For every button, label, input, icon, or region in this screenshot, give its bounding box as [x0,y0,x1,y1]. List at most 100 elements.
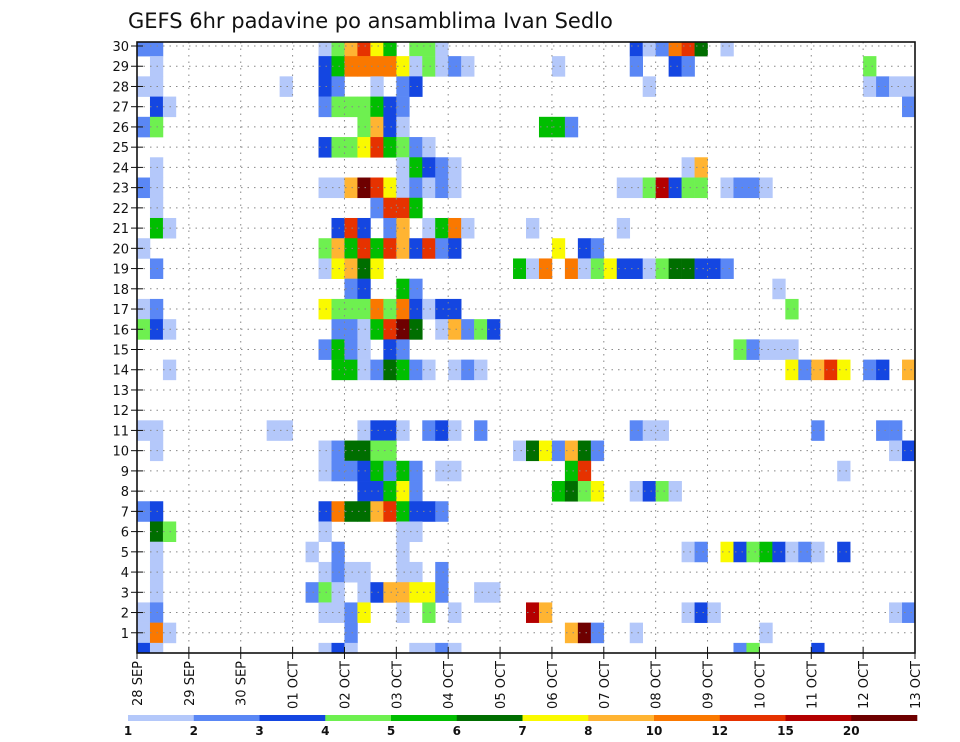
colorbar-label: 10 [646,724,663,738]
heatmap-cell [448,420,462,441]
colorbar-label: 4 [321,724,329,738]
heatmap-cell [772,339,786,360]
heatmap-cell [785,541,799,563]
x-tick-label: 01 OCT [287,661,302,709]
heatmap-cell [889,440,903,462]
heatmap-cell [681,157,695,178]
heatmap-cell [798,359,812,381]
heatmap-cell [474,420,488,441]
heatmap-cell [370,238,384,259]
heatmap-cell [824,359,838,381]
heatmap-cell [590,622,605,644]
y-tick-label: 7 [121,505,129,520]
heatmap-cell [318,298,332,320]
heatmap-cell [409,359,423,381]
heatmap-cell [694,541,708,563]
heatmap-cell [668,42,682,57]
heatmap-cell [318,460,332,482]
heatmap-cell [357,278,371,300]
heatmap-cell [357,177,371,199]
heatmap-cell [409,76,423,97]
heatmap-cell [396,582,410,603]
heatmap-cell [396,96,410,118]
heatmap-cell [902,440,915,462]
heatmap-cell [876,420,890,441]
heatmap-cell [396,137,410,158]
heatmap-cell [694,157,708,178]
colorbar-segment [391,715,458,721]
heatmap-cell [538,116,553,138]
heatmap-cell [396,602,410,623]
heatmap-cell [370,440,384,462]
heatmap-cell [344,96,358,118]
heatmap-cell [422,642,436,653]
heatmap-cell [902,76,915,97]
x-tick-label: 05 OCT [494,661,509,709]
y-tick-label: 6 [121,526,129,541]
heatmap-cell [474,359,488,381]
heatmap-cell [526,440,540,462]
heatmap-cell [526,217,540,239]
colorbar-segment [193,715,260,721]
heatmap-cell [409,177,423,199]
heatmap-cell [137,642,151,653]
heatmap-cell [746,177,760,199]
heatmap-cell [590,258,605,279]
heatmap-cell [448,460,462,482]
heatmap-cell [461,217,475,239]
x-tick-label: 03 OCT [390,661,405,709]
heatmap-cell [655,258,669,279]
heatmap-cell [616,177,631,199]
heatmap-cell [902,96,915,118]
heatmap-cell [668,177,682,199]
x-tick-label: 30 SEP [235,661,250,706]
heatmap-cell [448,157,462,178]
heatmap-cell [772,278,786,300]
heatmap-cell [318,561,332,583]
heatmap-cell [331,76,345,97]
heatmap-cell [357,582,371,603]
heatmap-cell [759,622,773,644]
heatmap-cell [344,622,358,644]
heatmap-cell [448,298,462,320]
heatmap-cell [629,42,643,57]
heatmap-cell [396,501,410,522]
heatmap-cell [383,42,397,57]
heatmap-cell [149,642,164,653]
x-tick-label: 13 OCT [909,661,924,709]
heatmap-cell [344,177,358,199]
heatmap-cell [344,561,358,583]
heatmap-cell [357,481,371,502]
colorbar-label: 15 [777,724,794,738]
colorbar-segment [128,715,195,721]
heatmap-cell [642,177,656,199]
heatmap-cell [370,258,384,279]
heatmap-cell [331,561,345,583]
heatmap-cell [564,460,579,482]
y-tick-label: 28 [112,80,129,95]
heatmap-cell [318,501,332,522]
heatmap-cell [396,481,410,502]
heatmap-cell [577,440,592,462]
heatmap-cell [357,96,371,118]
y-tick-label: 9 [121,465,129,480]
heatmap-cell [422,602,436,623]
heatmap-cell [564,258,579,279]
heatmap-cell [266,420,280,441]
heatmap-cell [642,481,656,502]
heatmap-cell [409,582,423,603]
heatmap-cell [409,642,423,653]
x-tick-label: 08 OCT [650,661,665,709]
heatmap-cell [629,420,643,441]
heatmap-cell [357,116,371,138]
heatmap-cell [629,258,643,279]
heatmap-cell [435,42,449,57]
heatmap-cell [344,642,358,653]
colorbar-segment [522,715,589,721]
heatmap-cell [383,339,397,360]
heatmap-cell [396,359,410,381]
heatmap-cell [370,76,384,97]
heatmap-cell [344,501,358,522]
heatmap-cell [422,582,436,603]
heatmap-cell [435,501,449,522]
